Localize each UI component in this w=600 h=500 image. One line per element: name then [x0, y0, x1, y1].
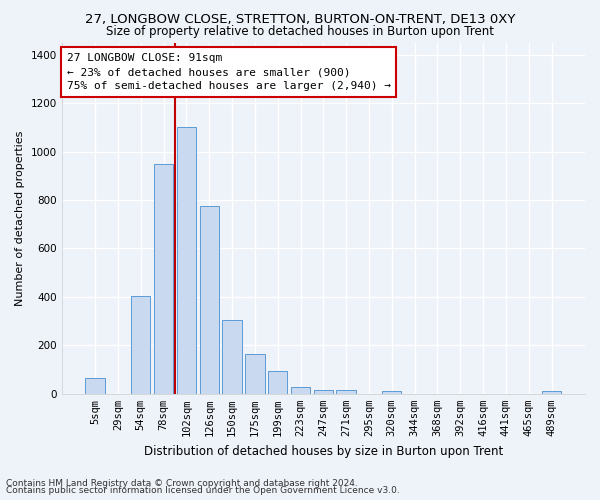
Bar — [268, 371, 287, 394]
Y-axis label: Number of detached properties: Number of detached properties — [15, 130, 25, 306]
Text: 27 LONGBOW CLOSE: 91sqm
← 23% of detached houses are smaller (900)
75% of semi-d: 27 LONGBOW CLOSE: 91sqm ← 23% of detache… — [67, 53, 391, 91]
Bar — [131, 296, 151, 394]
X-axis label: Distribution of detached houses by size in Burton upon Trent: Distribution of detached houses by size … — [144, 444, 503, 458]
Text: 27, LONGBOW CLOSE, STRETTON, BURTON-ON-TRENT, DE13 0XY: 27, LONGBOW CLOSE, STRETTON, BURTON-ON-T… — [85, 12, 515, 26]
Bar — [382, 392, 401, 394]
Bar — [337, 390, 356, 394]
Bar — [177, 128, 196, 394]
Bar — [85, 378, 105, 394]
Bar — [245, 354, 265, 394]
Bar — [542, 392, 561, 394]
Text: Size of property relative to detached houses in Burton upon Trent: Size of property relative to detached ho… — [106, 25, 494, 38]
Bar — [291, 386, 310, 394]
Text: Contains HM Land Registry data © Crown copyright and database right 2024.: Contains HM Land Registry data © Crown c… — [6, 478, 358, 488]
Text: Contains public sector information licensed under the Open Government Licence v3: Contains public sector information licen… — [6, 486, 400, 495]
Bar — [154, 164, 173, 394]
Bar — [314, 390, 333, 394]
Bar — [223, 320, 242, 394]
Bar — [200, 206, 219, 394]
